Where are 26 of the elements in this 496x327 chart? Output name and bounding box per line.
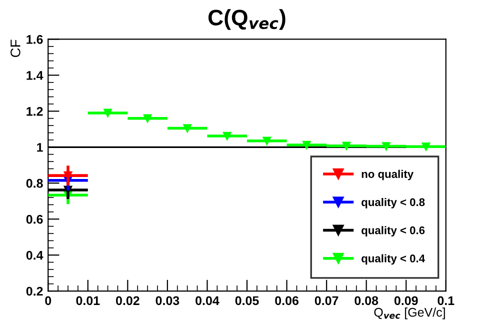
x-tick-label: 0.06	[275, 296, 298, 306]
x-tick-label: 0	[45, 296, 52, 306]
x-tick-label: 0.08	[354, 296, 378, 306]
legend-label: no quality	[362, 170, 414, 180]
legend-label: quality < 0.8	[362, 198, 425, 208]
chart-title: C(Q$_{vec}$)	[208, 9, 286, 30]
y-tick-label: 0.8	[26, 178, 43, 188]
y-tick-label: 0.2	[26, 286, 43, 296]
legend-label: quality < 0.4	[362, 254, 425, 265]
x-tick-label: 0.09	[394, 296, 418, 306]
y-tick-label: 0.4	[26, 250, 44, 260]
x-tick-label: 0.05	[235, 296, 259, 306]
x-tick-label: 0.1	[438, 296, 454, 306]
x-tick-label: 0.01	[76, 296, 100, 306]
x-tick-label: 0.02	[116, 296, 140, 306]
y-tick-label: 1	[37, 143, 43, 152]
x-axis-title: Q$_{vec}$ [GeV/c]	[374, 308, 445, 320]
x-tick-label: 0.03	[156, 296, 180, 306]
y-axis-title: CF	[10, 40, 20, 58]
x-tick-label: 0.07	[314, 296, 338, 306]
y-tick-label: 1.2	[26, 106, 43, 116]
y-tick-label: 1.4	[26, 71, 44, 80]
x-tick-label: 0.04	[196, 296, 220, 306]
y-tick-label: 0.6	[26, 214, 43, 224]
y-tick-label: 1.6	[26, 35, 43, 44]
legend-label: quality < 0.6	[362, 226, 425, 236]
